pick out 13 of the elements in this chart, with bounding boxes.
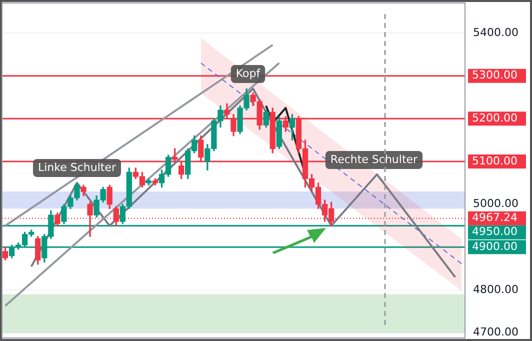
y-tick-label: 5000.00 <box>473 197 518 210</box>
annotation: Linke Schulter <box>38 160 116 174</box>
ref-line-label: 4950.00 <box>472 225 518 238</box>
ref-line-label: 4967.24 <box>472 211 518 224</box>
annotation: Kopf <box>236 66 262 80</box>
y-tick-label: 5400.00 <box>473 26 518 39</box>
y-tick-label: 4700.00 <box>473 326 518 339</box>
ref-line-label: 4900.00 <box>472 240 518 254</box>
annotation: Rechte Schulter <box>330 152 418 166</box>
y-tick-label: 4800.00 <box>473 282 518 296</box>
ref-line-label: 5100.00 <box>472 154 518 168</box>
ref-line-label: 5300.00 <box>472 68 518 82</box>
ref-line-label: 5200.00 <box>472 112 518 125</box>
